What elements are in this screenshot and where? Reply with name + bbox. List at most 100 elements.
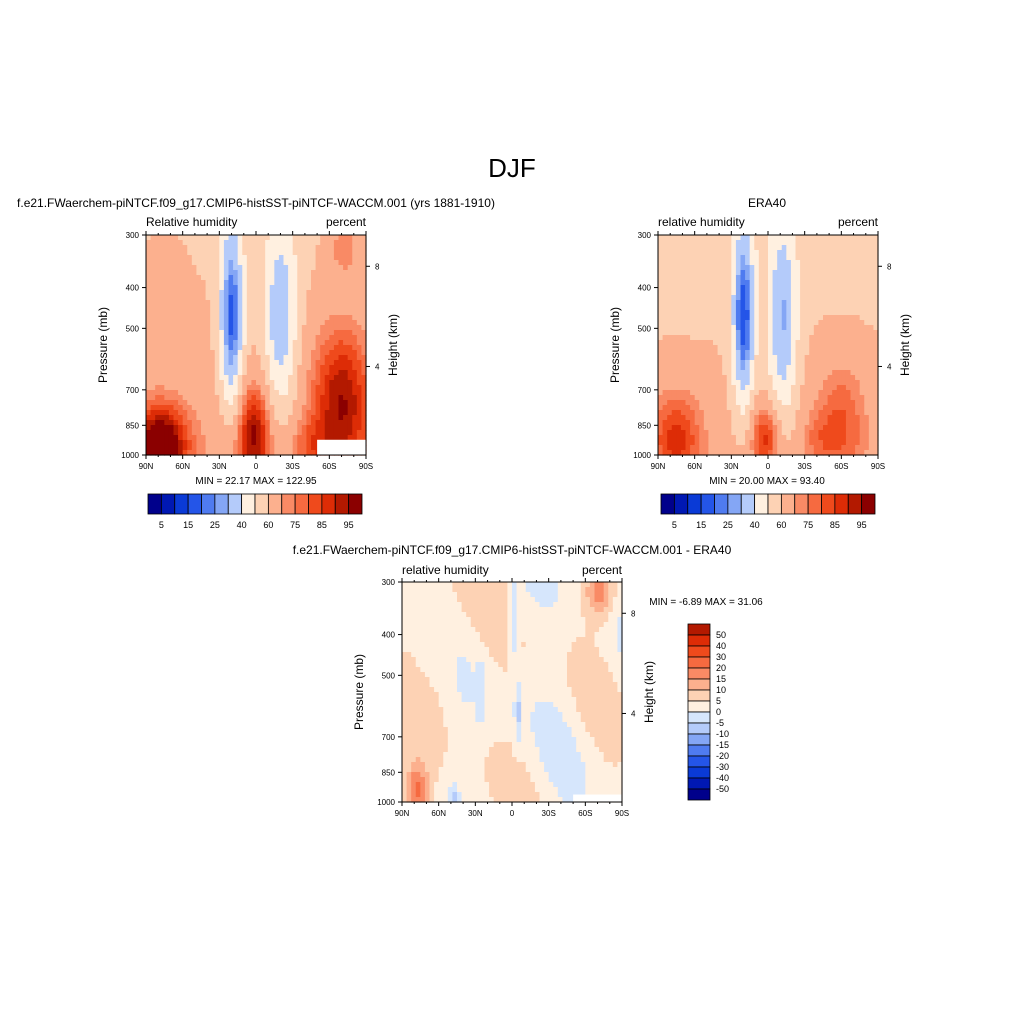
contour-cell (352, 235, 358, 241)
contour-cell (191, 365, 198, 371)
contour-cell (530, 632, 536, 638)
contour-cell (567, 607, 573, 613)
contour-cell (292, 325, 298, 331)
contour-cell (256, 310, 262, 316)
contour-cell (795, 320, 801, 326)
contour-cell (703, 440, 710, 446)
contour-cell (159, 435, 165, 441)
contour-cell (827, 395, 833, 401)
contour-cell (836, 415, 842, 421)
contour-cell (210, 415, 216, 421)
contour-cell (680, 270, 687, 276)
contour-cell (251, 370, 257, 376)
contour-cell (717, 380, 723, 386)
contour-cell (731, 390, 737, 396)
contour-cell (567, 582, 573, 588)
contour-cell (196, 275, 202, 281)
contour-cell (347, 405, 353, 411)
contour-cell (680, 360, 687, 366)
contour-cell (713, 435, 719, 441)
contour-cell (662, 405, 668, 411)
contour-cell (859, 400, 865, 406)
contour-cell (187, 290, 193, 296)
contour-cell (758, 370, 765, 376)
contour-cell (484, 637, 490, 643)
y-tick-label: 850 (638, 421, 652, 430)
contour-cell (603, 592, 609, 598)
contour-cell (768, 300, 774, 306)
contour-cell (790, 435, 797, 441)
contour-cell (278, 300, 285, 306)
contour-cell (411, 582, 417, 588)
contour-cell (361, 320, 367, 326)
contour-cell (713, 265, 719, 271)
contour-cell (512, 612, 518, 618)
contour-cell (187, 320, 193, 326)
contour-cell (745, 385, 751, 391)
contour-cell (827, 435, 833, 441)
contour-cell (191, 270, 198, 276)
contour-cell (845, 320, 852, 326)
contour-cell (713, 315, 719, 321)
contour-cell (219, 450, 225, 456)
contour-cell (233, 340, 239, 346)
contour-cell (580, 582, 586, 588)
contour-cell (603, 637, 609, 643)
contour-cell (242, 290, 248, 296)
contour-cell (210, 410, 216, 416)
contour-cell (845, 255, 852, 261)
contour-cell (731, 335, 737, 341)
contour-cell (850, 340, 856, 346)
contour-cell (845, 350, 852, 356)
contour-cell (868, 295, 875, 301)
contour-cell (576, 607, 582, 613)
contour-cell (671, 300, 677, 306)
contour-cell (311, 385, 317, 391)
contour-cell (228, 320, 234, 326)
contour-cell (333, 425, 340, 431)
contour-cell (680, 440, 687, 446)
contour-cell (146, 420, 152, 426)
contour-cell (424, 592, 431, 598)
contour-cell (484, 632, 490, 638)
contour-cell (676, 450, 682, 456)
contour-cell (850, 425, 856, 431)
contour-cell (352, 260, 358, 266)
contour-cell (685, 270, 691, 276)
contour-cell (873, 260, 879, 266)
contour-cell (731, 305, 737, 311)
contour-cell (694, 265, 700, 271)
contour-cell (237, 395, 243, 401)
contour-cell (603, 612, 609, 618)
contour-cell (347, 270, 353, 276)
contour-cell (589, 632, 596, 638)
contour-cell (685, 400, 691, 406)
contour-cell (479, 592, 486, 598)
contour-cell (617, 617, 623, 623)
contour-cell (457, 617, 463, 623)
contour-cell (288, 290, 294, 296)
x-tick-label: 60N (175, 462, 190, 471)
contour-cell (726, 375, 732, 381)
contour-cell (676, 305, 682, 311)
contour-cell (315, 345, 321, 351)
contour-cell (201, 280, 207, 286)
contour-cell (292, 415, 298, 421)
contour-cell (754, 415, 760, 421)
contour-cell (164, 270, 170, 276)
contour-cell (786, 410, 792, 416)
contour-cell (182, 245, 188, 251)
contour-cell (599, 627, 605, 633)
contour-cell (315, 400, 321, 406)
contour-cell (708, 370, 714, 376)
contour-cell (836, 420, 842, 426)
contour-cell (717, 430, 723, 436)
contour-cell (178, 290, 184, 296)
contour-cell (703, 370, 710, 376)
contour-cell (676, 395, 682, 401)
contour-cell (813, 395, 820, 401)
contour-cell (424, 622, 431, 628)
contour-cell (585, 632, 591, 638)
contour-cell (680, 405, 687, 411)
contour-cell (361, 430, 367, 436)
